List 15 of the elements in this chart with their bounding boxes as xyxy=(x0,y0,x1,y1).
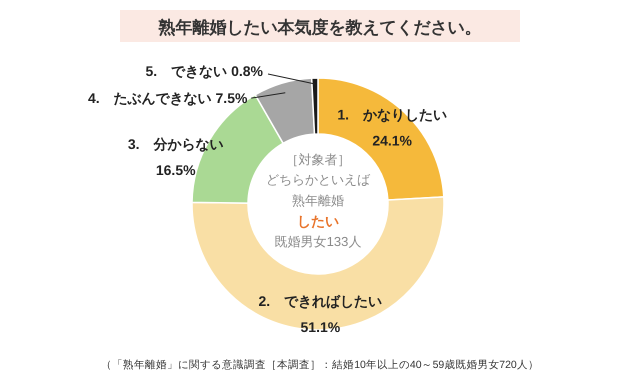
slice-label: 5. できない 0.8% xyxy=(146,63,264,79)
data-label: 16.5% xyxy=(156,162,196,178)
text: したい xyxy=(297,213,339,229)
slice-label: 3. 分からない xyxy=(128,136,224,152)
data-label: 51.1% xyxy=(300,318,341,335)
slice-label: 2. できればしたい xyxy=(258,292,382,309)
chart-title: 熟年離婚したい本気度を教えてください。 xyxy=(158,18,482,37)
text: （「熟年離婚」に関する意識調査［本調査］：結婚10年以上の40～59歳既婚男女720人） xyxy=(101,358,539,371)
text: 熟年離婚 xyxy=(292,193,344,208)
text: ［対象者］ xyxy=(286,152,350,167)
slice-label: 4. たぶんできない 7.5% xyxy=(88,90,248,106)
text: 既婚男女133人 xyxy=(274,234,362,249)
data-label: 24.1% xyxy=(372,132,413,149)
slice-label: 1. かなりしたい xyxy=(337,106,448,123)
text: どちらかといえば xyxy=(266,172,371,187)
